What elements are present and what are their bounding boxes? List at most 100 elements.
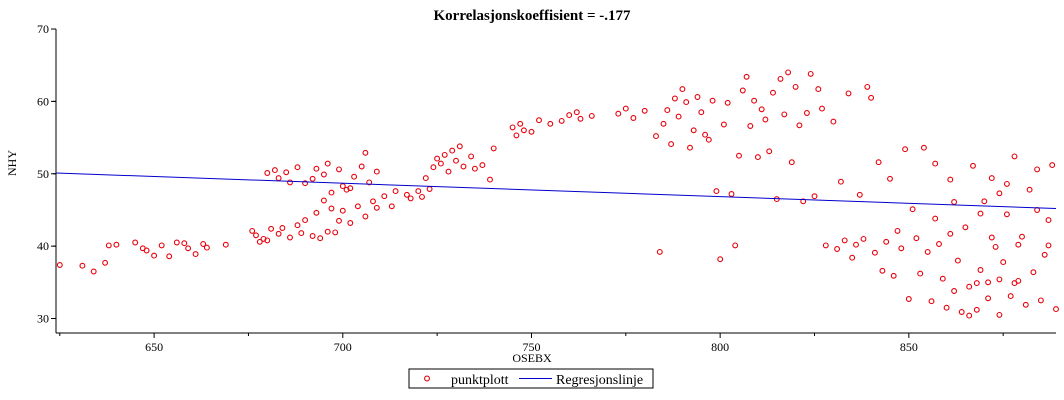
data-point <box>449 147 456 154</box>
data-point <box>520 127 527 134</box>
data-point <box>362 149 369 156</box>
data-point <box>977 267 984 273</box>
data-point <box>324 228 331 235</box>
data-point <box>573 109 580 116</box>
data-point <box>920 144 927 151</box>
data-point <box>513 132 520 139</box>
y-tick-label: 50 <box>37 167 49 181</box>
data-point <box>275 175 282 182</box>
data-point <box>151 252 158 259</box>
data-point <box>864 83 871 90</box>
data-point <box>249 227 256 234</box>
data-point <box>158 242 165 249</box>
data-point <box>347 220 354 226</box>
data-point <box>437 160 444 167</box>
data-point <box>577 115 584 122</box>
data-point <box>105 242 112 249</box>
legend-label-punktplott: punktplott <box>451 373 509 388</box>
data-point <box>422 175 429 182</box>
data-point <box>781 111 788 118</box>
data-point <box>203 244 210 251</box>
data-point <box>339 207 346 214</box>
data-point <box>819 105 825 112</box>
data-point <box>256 238 263 245</box>
data-point <box>664 107 671 114</box>
data-point <box>294 164 301 171</box>
data-point <box>490 145 497 152</box>
data-point <box>479 162 486 169</box>
regression-line <box>55 172 1057 210</box>
data-point <box>732 242 739 249</box>
data-point <box>317 235 324 242</box>
data-point <box>902 146 909 153</box>
data-point <box>785 69 792 76</box>
data-point <box>426 186 433 192</box>
y-tick-label: 30 <box>37 312 49 326</box>
data-point <box>936 241 942 247</box>
data-point <box>996 311 1003 318</box>
data-point <box>222 241 229 248</box>
data-point <box>845 90 852 97</box>
data-point <box>728 191 735 197</box>
data-point <box>566 112 573 119</box>
data-point <box>792 83 799 90</box>
data-point <box>800 198 807 205</box>
data-point <box>1037 297 1044 304</box>
data-point <box>724 99 731 106</box>
x-tick-label: 700 <box>334 340 352 354</box>
data-point <box>320 197 327 204</box>
data-point <box>354 203 361 210</box>
data-point <box>332 229 339 236</box>
data-point <box>985 279 992 286</box>
data-point <box>113 241 120 248</box>
data-point <box>720 121 727 128</box>
data-point <box>558 117 565 124</box>
data-point <box>143 247 150 254</box>
data-point <box>698 109 705 116</box>
legend-marker-punktplott <box>424 375 430 382</box>
data-point <box>875 159 882 166</box>
y-tick-label: 40 <box>37 239 49 253</box>
data-point <box>739 87 746 94</box>
data-point <box>419 193 425 200</box>
data-point <box>1019 233 1025 240</box>
data-point <box>1053 306 1059 313</box>
data-point <box>324 160 331 167</box>
data-point <box>822 242 829 249</box>
y-tick-label: 70 <box>37 22 49 36</box>
data-point <box>694 94 701 100</box>
data-point <box>751 97 758 104</box>
data-point <box>487 176 493 183</box>
data-point <box>392 188 399 195</box>
data-point <box>837 178 844 185</box>
data-point <box>430 164 437 171</box>
data-point <box>1022 301 1029 308</box>
data-point <box>1000 259 1007 266</box>
data-point <box>917 270 924 277</box>
data-point <box>1034 166 1041 173</box>
data-point <box>56 262 63 268</box>
data-point <box>132 239 139 246</box>
data-point <box>407 195 414 202</box>
x-axis-label: OSEBX <box>512 351 552 365</box>
data-point <box>370 198 376 205</box>
data-point <box>320 171 327 178</box>
data-point <box>713 188 720 195</box>
data-point <box>988 234 995 241</box>
data-point <box>298 230 305 237</box>
data-point <box>777 75 784 82</box>
data-point <box>456 143 463 150</box>
data-point <box>887 175 893 182</box>
data-point <box>1041 251 1048 258</box>
data-point <box>996 190 1003 197</box>
data-point <box>287 234 293 241</box>
data-point <box>939 275 946 282</box>
data-point <box>849 254 856 261</box>
data-point <box>547 120 554 127</box>
data-point <box>992 243 999 250</box>
data-point <box>811 193 818 200</box>
data-point <box>388 203 395 210</box>
data-point <box>966 283 973 290</box>
data-point <box>788 159 795 166</box>
data-point <box>1011 280 1018 287</box>
